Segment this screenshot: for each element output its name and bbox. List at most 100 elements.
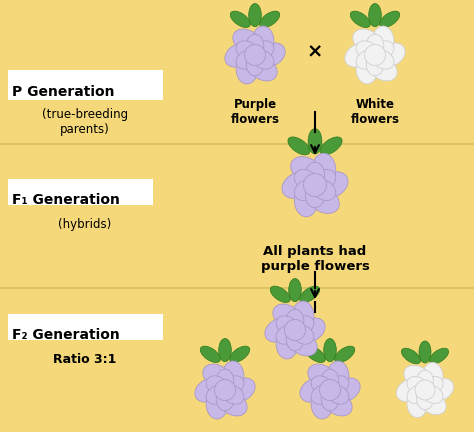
- Ellipse shape: [356, 41, 378, 60]
- Text: Purple
flowers: Purple flowers: [230, 98, 280, 126]
- Ellipse shape: [230, 346, 250, 362]
- Ellipse shape: [372, 26, 394, 56]
- Ellipse shape: [257, 43, 285, 67]
- Ellipse shape: [246, 53, 264, 76]
- Text: (true-breeding
parents): (true-breeding parents): [42, 108, 128, 136]
- Ellipse shape: [252, 50, 274, 69]
- Ellipse shape: [372, 41, 394, 60]
- Text: P Generation: P Generation: [12, 85, 115, 99]
- Ellipse shape: [227, 378, 255, 402]
- Ellipse shape: [286, 328, 304, 351]
- Ellipse shape: [350, 11, 370, 28]
- Text: All plants had
purple flowers: All plants had purple flowers: [261, 245, 369, 273]
- Ellipse shape: [305, 162, 325, 187]
- Ellipse shape: [222, 385, 244, 404]
- Text: White
flowers: White flowers: [350, 98, 400, 126]
- Ellipse shape: [422, 376, 443, 395]
- Ellipse shape: [236, 50, 258, 69]
- Ellipse shape: [407, 385, 428, 403]
- Ellipse shape: [417, 370, 433, 392]
- Ellipse shape: [276, 316, 298, 335]
- Text: (hybrids): (hybrids): [58, 218, 111, 231]
- Ellipse shape: [380, 11, 400, 28]
- Ellipse shape: [321, 369, 339, 392]
- Ellipse shape: [249, 57, 277, 81]
- Ellipse shape: [249, 3, 261, 27]
- Ellipse shape: [407, 376, 428, 395]
- Ellipse shape: [311, 376, 333, 395]
- Ellipse shape: [252, 41, 274, 60]
- Ellipse shape: [422, 385, 443, 403]
- Ellipse shape: [292, 301, 314, 331]
- Ellipse shape: [335, 346, 355, 362]
- Ellipse shape: [236, 54, 258, 84]
- Ellipse shape: [206, 385, 228, 404]
- Ellipse shape: [219, 392, 247, 416]
- Ellipse shape: [308, 129, 322, 154]
- Ellipse shape: [312, 180, 336, 200]
- Ellipse shape: [327, 361, 349, 391]
- Ellipse shape: [270, 286, 291, 302]
- Ellipse shape: [356, 50, 378, 69]
- Circle shape: [365, 44, 385, 66]
- Ellipse shape: [289, 279, 301, 302]
- Ellipse shape: [276, 325, 298, 344]
- Ellipse shape: [353, 29, 381, 53]
- Ellipse shape: [273, 304, 301, 328]
- Ellipse shape: [282, 172, 313, 198]
- Ellipse shape: [401, 348, 420, 364]
- Ellipse shape: [427, 378, 454, 401]
- Circle shape: [319, 379, 340, 400]
- Ellipse shape: [294, 180, 318, 200]
- Ellipse shape: [289, 332, 317, 356]
- Ellipse shape: [225, 43, 253, 67]
- Ellipse shape: [195, 378, 223, 402]
- Ellipse shape: [324, 339, 336, 362]
- Ellipse shape: [327, 385, 349, 404]
- Text: Ratio 3:1: Ratio 3:1: [53, 353, 117, 366]
- Ellipse shape: [305, 346, 325, 362]
- Ellipse shape: [396, 378, 423, 401]
- Ellipse shape: [312, 153, 336, 187]
- Ellipse shape: [417, 388, 433, 410]
- Ellipse shape: [233, 29, 261, 53]
- Circle shape: [415, 380, 435, 400]
- Ellipse shape: [419, 392, 446, 415]
- Ellipse shape: [419, 341, 431, 363]
- Ellipse shape: [366, 34, 384, 57]
- Circle shape: [215, 379, 236, 400]
- Ellipse shape: [320, 137, 342, 155]
- Ellipse shape: [222, 376, 244, 395]
- Ellipse shape: [429, 348, 448, 364]
- Text: ×: ×: [307, 42, 323, 61]
- Ellipse shape: [288, 137, 310, 155]
- Ellipse shape: [276, 329, 298, 359]
- Ellipse shape: [356, 54, 378, 84]
- Ellipse shape: [332, 378, 360, 402]
- Ellipse shape: [369, 57, 397, 81]
- Ellipse shape: [300, 378, 328, 402]
- FancyBboxPatch shape: [8, 70, 163, 100]
- Ellipse shape: [312, 169, 336, 191]
- Ellipse shape: [236, 41, 258, 60]
- Ellipse shape: [260, 11, 280, 28]
- FancyBboxPatch shape: [8, 179, 153, 205]
- Ellipse shape: [311, 385, 333, 404]
- Ellipse shape: [216, 369, 234, 392]
- Ellipse shape: [407, 389, 428, 418]
- Ellipse shape: [206, 376, 228, 395]
- Ellipse shape: [377, 43, 405, 67]
- Ellipse shape: [308, 187, 339, 213]
- Circle shape: [245, 44, 265, 66]
- Ellipse shape: [206, 389, 228, 419]
- Ellipse shape: [305, 182, 325, 208]
- Ellipse shape: [308, 364, 336, 388]
- Ellipse shape: [321, 388, 339, 411]
- Ellipse shape: [294, 169, 318, 191]
- Ellipse shape: [300, 286, 320, 302]
- Text: F₂ Generation: F₂ Generation: [12, 328, 120, 342]
- Ellipse shape: [292, 325, 314, 344]
- Ellipse shape: [324, 392, 352, 416]
- Ellipse shape: [246, 34, 264, 57]
- Ellipse shape: [286, 309, 304, 332]
